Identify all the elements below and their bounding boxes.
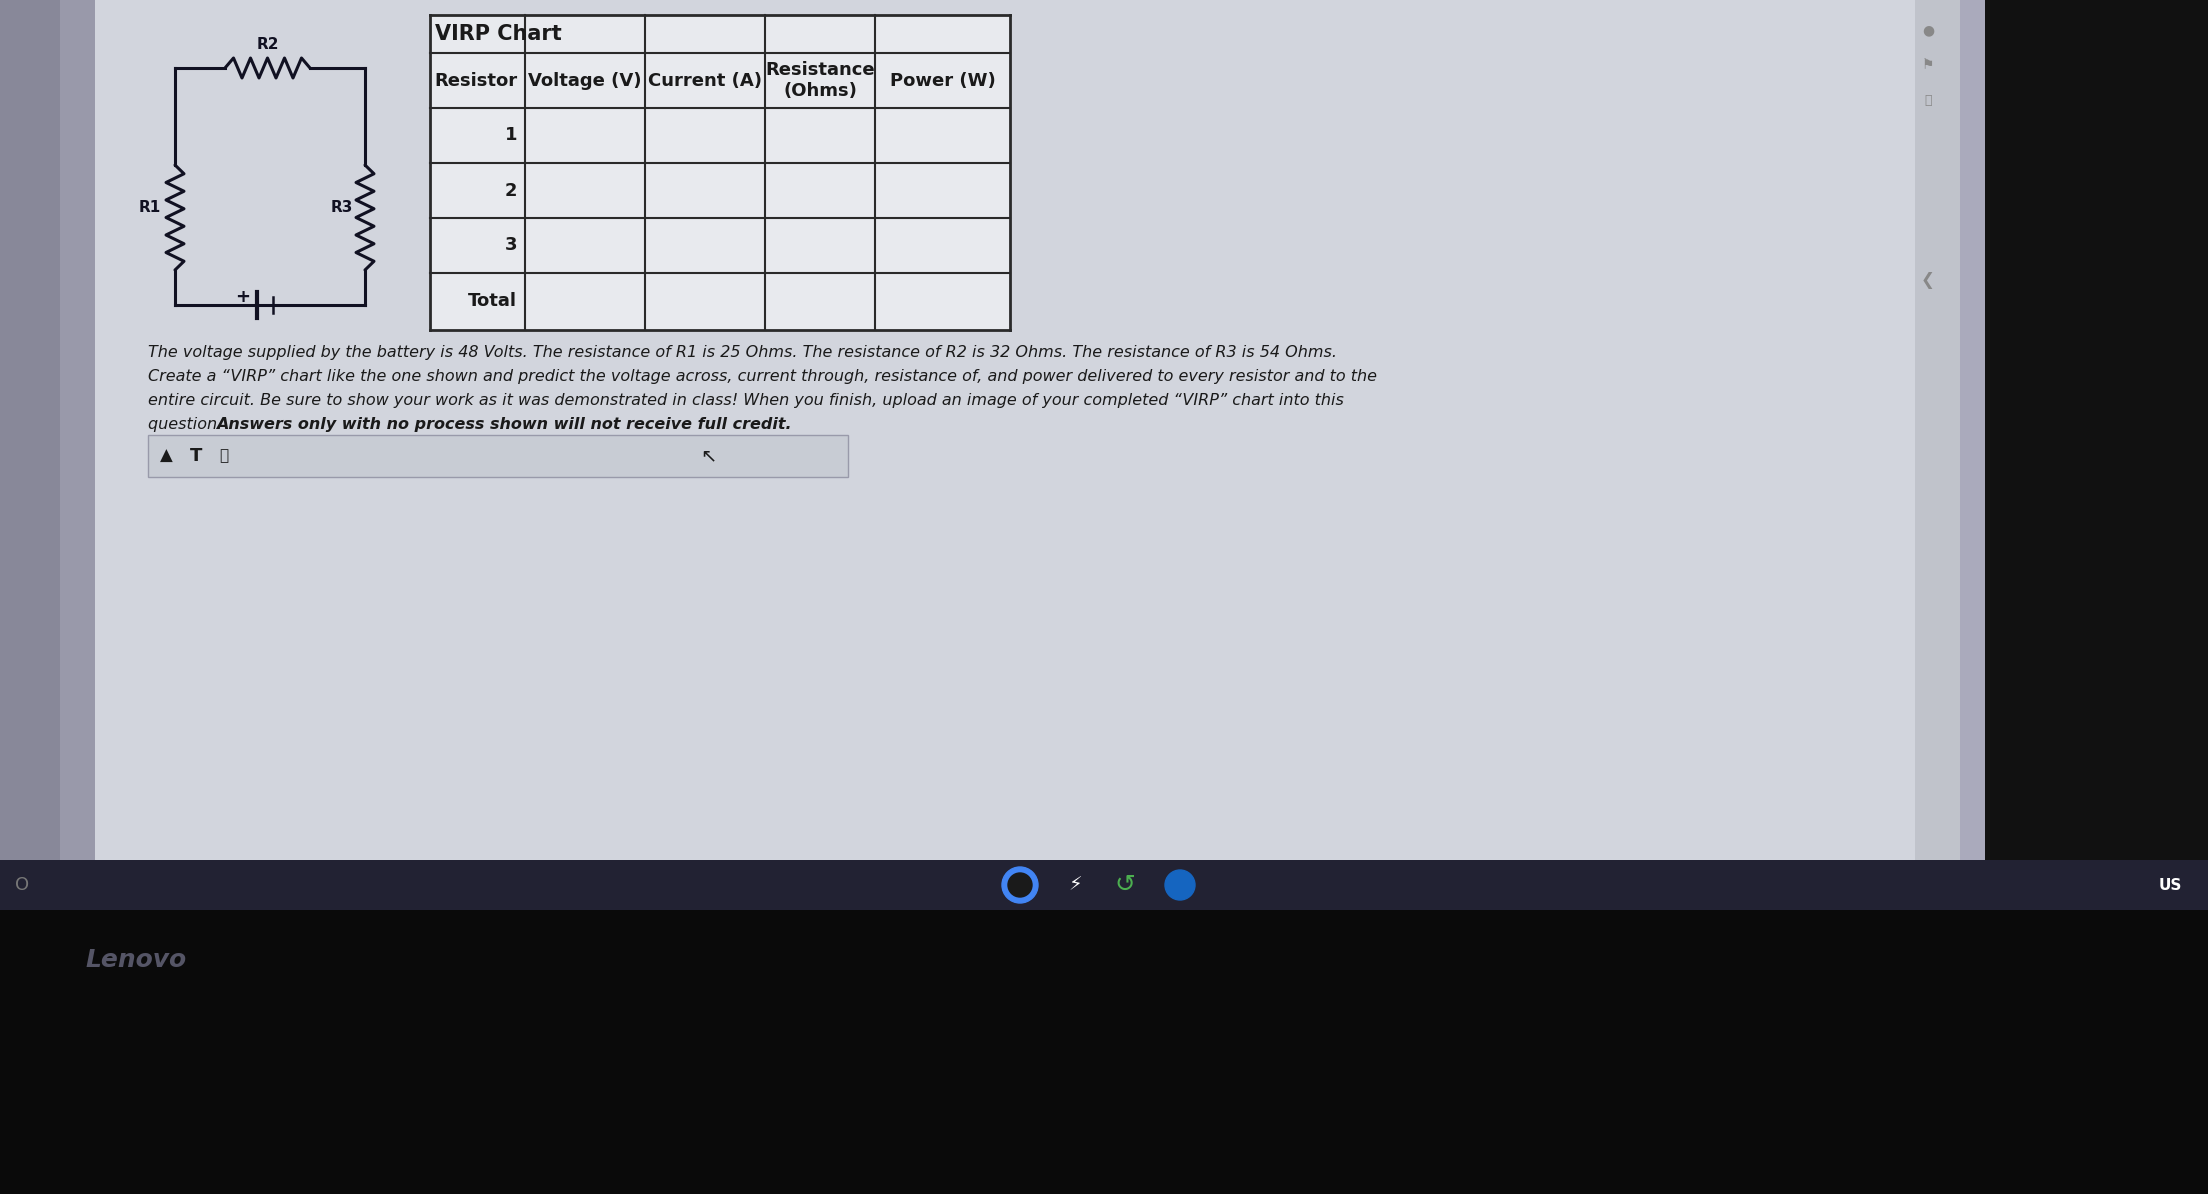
Text: ●: ●: [1921, 23, 1934, 37]
Text: Voltage (V): Voltage (V): [528, 72, 643, 90]
Bar: [764, 16, 874, 53]
Bar: [645, 273, 764, 330]
Bar: [60, 0, 95, 900]
Text: 2: 2: [503, 181, 517, 199]
Text: R1: R1: [139, 201, 161, 215]
Bar: [431, 273, 526, 330]
Text: ⚡: ⚡: [1069, 875, 1082, 894]
Bar: [95, 0, 1954, 860]
Bar: [645, 16, 764, 53]
Bar: [874, 273, 1009, 330]
Bar: [0, 860, 2208, 910]
Text: ⚑: ⚑: [1921, 59, 1934, 72]
Bar: [431, 164, 526, 219]
Text: VIRP Chart: VIRP Chart: [435, 24, 561, 44]
Text: +: +: [236, 288, 250, 306]
Bar: [526, 219, 645, 273]
Bar: [764, 164, 874, 219]
Text: ↖: ↖: [700, 447, 715, 466]
Text: Resistance
(Ohms): Resistance (Ohms): [766, 61, 874, 100]
Bar: [431, 16, 526, 53]
Text: R3: R3: [331, 201, 353, 215]
Text: Total: Total: [468, 293, 517, 310]
Text: O: O: [15, 876, 29, 894]
Text: ▲: ▲: [159, 447, 172, 464]
Text: ❮: ❮: [1921, 271, 1934, 289]
Text: Create a “VIRP” chart like the one shown and predict the voltage across, current: Create a “VIRP” chart like the one shown…: [148, 369, 1378, 384]
Text: 1: 1: [503, 127, 517, 144]
Bar: [95, 0, 1914, 860]
Text: Resistor: Resistor: [435, 72, 517, 90]
Bar: [764, 273, 874, 330]
Circle shape: [1002, 867, 1038, 903]
Bar: [874, 219, 1009, 273]
Bar: [874, 164, 1009, 219]
Bar: [431, 53, 526, 107]
Bar: [645, 53, 764, 107]
Bar: [874, 107, 1009, 164]
Bar: [526, 53, 645, 107]
Bar: [526, 273, 645, 330]
Text: 🗑: 🗑: [219, 449, 230, 463]
Circle shape: [1009, 873, 1031, 897]
Bar: [0, 0, 60, 900]
Bar: [764, 107, 874, 164]
Bar: [1961, 0, 1985, 860]
Bar: [148, 435, 848, 476]
Bar: [874, 53, 1009, 107]
Text: R2: R2: [256, 37, 278, 53]
Bar: [526, 16, 645, 53]
Text: entire circuit. Be sure to show your work as it was demonstrated in class! When : entire circuit. Be sure to show your wor…: [148, 393, 1345, 408]
Bar: [431, 219, 526, 273]
Text: ↺: ↺: [1115, 873, 1135, 897]
Circle shape: [1166, 870, 1195, 900]
Text: ⤢: ⤢: [1923, 93, 1932, 106]
Text: question.: question.: [148, 417, 227, 432]
Text: Answers only with no process shown will not receive full credit.: Answers only with no process shown will …: [216, 417, 793, 432]
Bar: [431, 107, 526, 164]
Text: Lenovo: Lenovo: [84, 948, 185, 972]
Bar: [526, 164, 645, 219]
Text: Power (W): Power (W): [890, 72, 996, 90]
Bar: [645, 107, 764, 164]
Text: US: US: [2157, 878, 2182, 892]
Text: Current (A): Current (A): [647, 72, 762, 90]
Bar: [1914, 0, 1961, 860]
Bar: [0, 910, 2208, 1194]
Bar: [874, 16, 1009, 53]
Text: 3: 3: [503, 236, 517, 254]
Bar: [764, 53, 874, 107]
Bar: [645, 219, 764, 273]
Text: The voltage supplied by the battery is 48 Volts. The resistance of R1 is 25 Ohms: The voltage supplied by the battery is 4…: [148, 345, 1338, 361]
Text: T: T: [190, 447, 203, 464]
Bar: [764, 219, 874, 273]
Bar: [526, 107, 645, 164]
Bar: [645, 164, 764, 219]
